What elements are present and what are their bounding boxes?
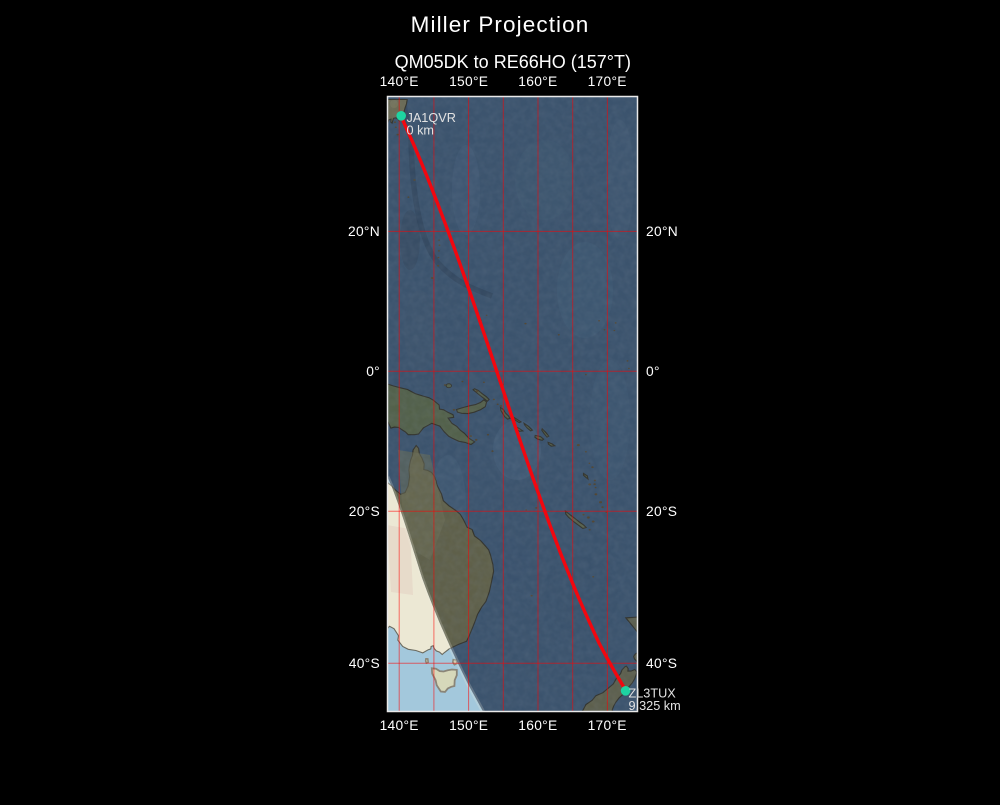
svg-text:160°E: 160°E — [518, 74, 557, 89]
svg-text:QM05DK to RE66HO (157°T): QM05DK to RE66HO (157°T) — [395, 52, 631, 72]
svg-text:40°S: 40°S — [646, 656, 677, 671]
svg-text:20°S: 20°S — [646, 504, 677, 519]
svg-text:140°E: 140°E — [380, 74, 419, 89]
svg-text:9,325 km: 9,325 km — [629, 699, 681, 713]
svg-text:140°E: 140°E — [380, 718, 419, 733]
svg-text:170°E: 170°E — [588, 718, 627, 733]
svg-text:20°S: 20°S — [349, 504, 380, 519]
svg-text:0 km: 0 km — [407, 123, 435, 137]
svg-text:JA1QVR: JA1QVR — [407, 111, 456, 125]
svg-text:20°N: 20°N — [348, 224, 380, 239]
svg-text:170°E: 170°E — [588, 74, 627, 89]
svg-text:150°E: 150°E — [449, 74, 488, 89]
svg-text:0°: 0° — [366, 364, 380, 379]
svg-text:Miller Projection: Miller Projection — [411, 12, 590, 37]
svg-text:40°S: 40°S — [349, 656, 380, 671]
svg-text:150°E: 150°E — [449, 718, 488, 733]
svg-text:160°E: 160°E — [518, 718, 557, 733]
svg-text:ZL3TUX: ZL3TUX — [629, 687, 677, 701]
svg-text:20°N: 20°N — [646, 224, 678, 239]
svg-text:0°: 0° — [646, 364, 660, 379]
